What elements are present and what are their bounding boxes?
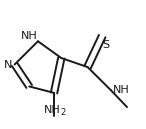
Text: N: N xyxy=(4,59,12,70)
Text: NH: NH xyxy=(20,31,37,41)
Text: S: S xyxy=(102,40,109,50)
Text: NH: NH xyxy=(113,85,130,95)
Text: 2: 2 xyxy=(61,108,66,117)
Text: NH: NH xyxy=(44,105,61,115)
